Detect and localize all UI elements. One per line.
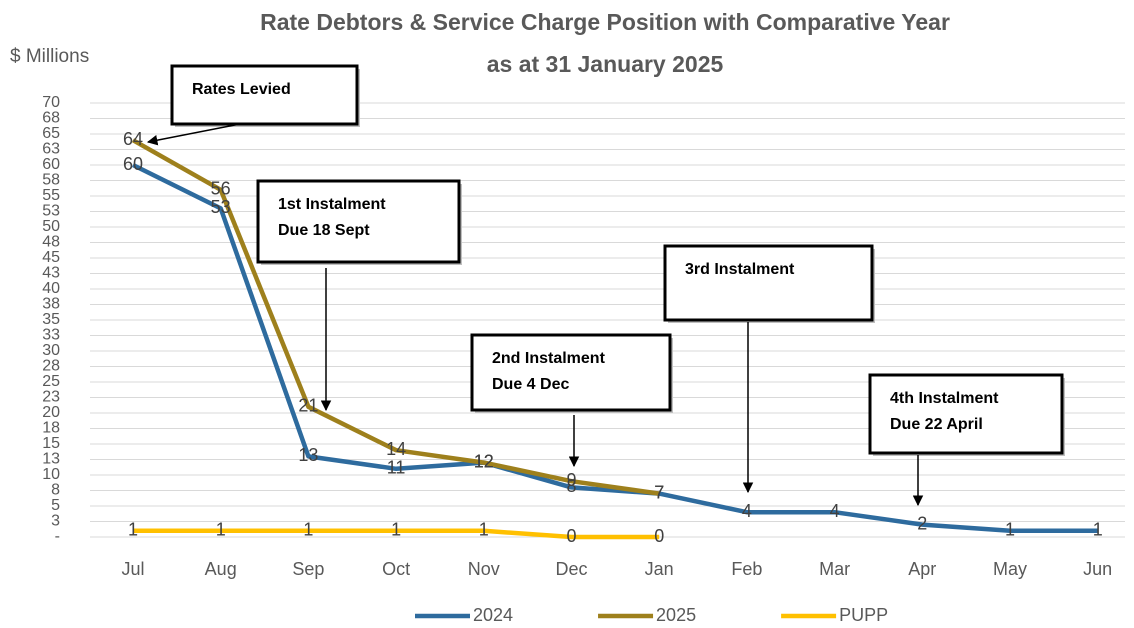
y-tick-label: 35 — [42, 311, 60, 328]
x-tick-label: Oct — [382, 559, 410, 579]
y-tick-label: 20 — [42, 404, 60, 421]
y-tick-label: 3 — [51, 513, 60, 530]
data-label: 4 — [830, 501, 840, 521]
x-tick-label: Dec — [555, 559, 587, 579]
y-tick-label: 70 — [42, 94, 60, 111]
annotation-box — [663, 244, 874, 322]
annotation-text: 4th Instalment — [890, 390, 999, 407]
data-label: 9 — [566, 470, 576, 490]
annotation-text: 1st Instalment — [278, 196, 386, 213]
data-label: 1 — [479, 520, 489, 540]
chart-title: Rate Debtors & Service Charge Position w… — [260, 9, 950, 35]
data-label: 1 — [1005, 520, 1015, 540]
annotation-box — [868, 373, 1064, 455]
x-tick-label: Jun — [1083, 559, 1112, 579]
y-tick-label: 60 — [42, 156, 60, 173]
data-label: 2 — [917, 513, 927, 533]
data-label: 56 — [211, 179, 231, 199]
y-tick-label: 65 — [42, 125, 60, 142]
y-tick-label: 45 — [42, 249, 60, 266]
data-label: 12 — [474, 451, 494, 471]
data-label: 7 — [654, 482, 664, 502]
chart-subtitle: as at 31 January 2025 — [487, 51, 724, 77]
annotation-text: 2nd Instalment — [492, 350, 606, 367]
annotation-text: Due 18 Sept — [278, 222, 370, 239]
y-tick-label: 33 — [42, 327, 60, 344]
y-tick-label: 58 — [42, 172, 60, 189]
y-tick-label: 30 — [42, 342, 60, 359]
data-label: 0 — [654, 526, 664, 546]
data-label: 64 — [123, 129, 143, 149]
y-tick-label: 38 — [42, 296, 60, 313]
x-tick-label: Jul — [121, 559, 144, 579]
data-label: 4 — [742, 501, 752, 521]
data-label: 60 — [123, 154, 143, 174]
y-tick-label: 5 — [51, 497, 60, 514]
data-label: 53 — [211, 197, 231, 217]
y-tick-label: 10 — [42, 466, 60, 483]
annotation-box — [170, 64, 359, 126]
data-label: 0 — [566, 526, 576, 546]
x-tick-label: Sep — [292, 559, 324, 579]
y-tick-label: 43 — [42, 265, 60, 282]
y-tick-label: 28 — [42, 358, 60, 375]
data-label: 1 — [216, 520, 226, 540]
y-tick-label: 13 — [42, 451, 60, 468]
annotation-text: Due 22 April — [890, 416, 983, 433]
annotation-text: 3rd Instalment — [685, 261, 795, 278]
x-tick-label: Apr — [908, 559, 936, 579]
series-line — [133, 528, 660, 540]
y-tick-label: 25 — [42, 373, 60, 390]
annotation-arrow — [146, 123, 241, 146]
y-tick-label: 40 — [42, 280, 60, 297]
y-tick-label: 48 — [42, 234, 60, 251]
data-label: 21 — [298, 396, 318, 416]
data-label: 7 — [654, 482, 664, 502]
x-tick-label: May — [993, 559, 1027, 579]
y-tick-label: 68 — [42, 110, 60, 127]
data-label: 1 — [128, 520, 138, 540]
data-label: 13 — [298, 445, 318, 465]
data-label: 1 — [391, 520, 401, 540]
y-tick-label: 63 — [42, 141, 60, 158]
y-tick-label: 23 — [42, 389, 60, 406]
y-tick-label: - — [55, 528, 60, 545]
legend-label: 2024 — [473, 605, 513, 625]
x-tick-label: Aug — [205, 559, 237, 579]
y-axis-label: $ Millions — [10, 46, 89, 67]
y-tick-label: 15 — [42, 435, 60, 452]
series-line — [131, 138, 660, 496]
x-tick-label: Jan — [645, 559, 674, 579]
legend-label: 2025 — [656, 605, 696, 625]
x-tick-label: Feb — [731, 559, 762, 579]
data-label: 14 — [386, 439, 406, 459]
data-label: 1 — [303, 520, 313, 540]
series-line — [132, 162, 1098, 534]
data-label: 12 — [474, 451, 494, 471]
y-tick-label: 8 — [51, 482, 60, 499]
y-tick-label: 50 — [42, 218, 60, 235]
annotation-box — [470, 333, 672, 412]
legend-label: PUPP — [839, 605, 888, 625]
data-label: 8 — [566, 476, 576, 496]
annotation-text: Rates Levied — [192, 81, 291, 98]
annotation-text: Due 4 Dec — [492, 376, 569, 393]
data-label: 11 — [387, 458, 406, 478]
annotation-box — [256, 179, 461, 264]
x-tick-label: Mar — [819, 559, 850, 579]
y-tick-label: 18 — [42, 420, 60, 437]
data-label: 1 — [1093, 520, 1103, 540]
y-tick-label: 55 — [42, 187, 60, 204]
y-tick-label: 53 — [42, 203, 60, 220]
x-tick-label: Nov — [468, 559, 500, 579]
